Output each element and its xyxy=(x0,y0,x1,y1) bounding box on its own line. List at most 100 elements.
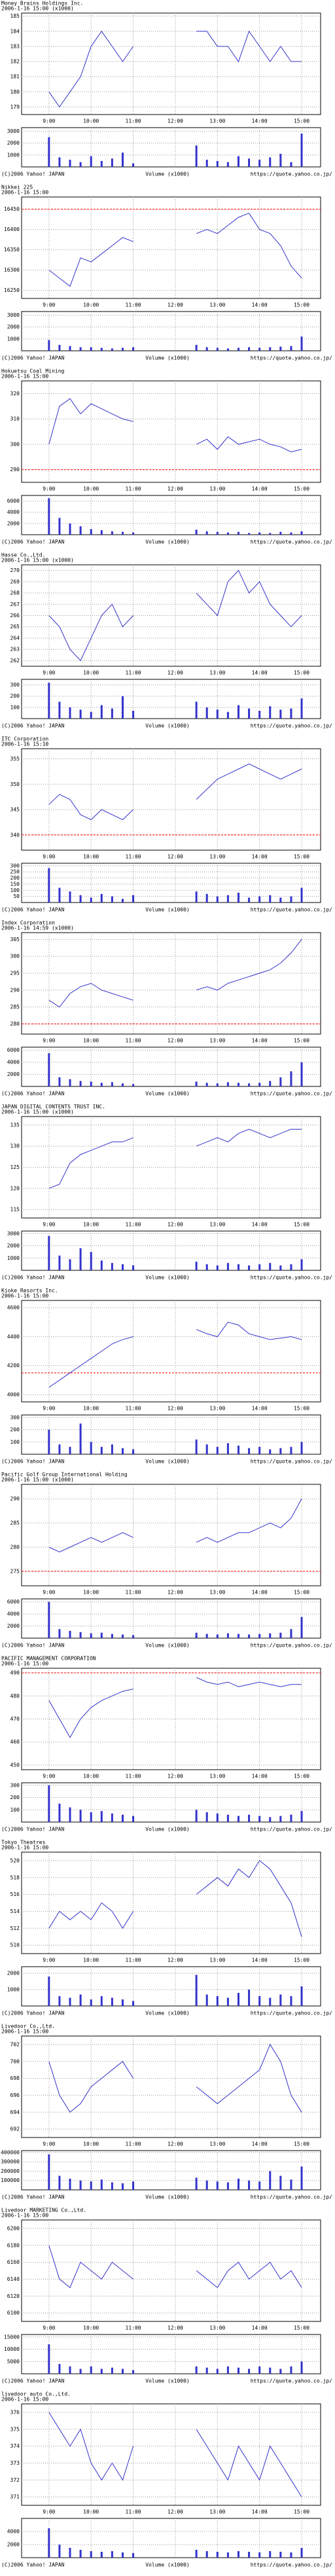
volume-bar xyxy=(258,896,261,903)
volume-bar xyxy=(69,346,71,351)
volume-bar xyxy=(111,896,113,903)
volume-tick-label: 1000 xyxy=(7,152,20,158)
price-line xyxy=(48,398,302,453)
price-line xyxy=(48,213,302,287)
x-tick-label: 10:00 xyxy=(83,1222,99,1228)
volume-bar xyxy=(226,1082,229,1086)
volume-bar xyxy=(58,518,61,535)
volume-bar xyxy=(258,1634,261,1638)
volume-tick-label: 5000 xyxy=(7,2359,20,2365)
volume-bar xyxy=(216,531,219,535)
x-tick-label: 12:00 xyxy=(168,1958,183,1963)
y-tick-label: 16400 xyxy=(4,226,20,232)
price-panel xyxy=(21,748,321,851)
volume-bar xyxy=(290,2366,292,2374)
y-tick-label: 345 xyxy=(10,807,20,813)
volume-bar xyxy=(269,347,272,351)
x-tick-label: 10:00 xyxy=(83,1590,99,1596)
volume-bar xyxy=(195,1261,198,1270)
volume-bar xyxy=(48,1053,50,1086)
x-tick-label: 15:00 xyxy=(294,486,309,492)
y-tick-label: 700 xyxy=(10,2058,20,2064)
volume-bar xyxy=(290,2552,292,2558)
volume-tick-label: 100 xyxy=(10,704,20,710)
x-tick-label: 11:00 xyxy=(126,1222,141,1228)
volume-bar xyxy=(58,1255,61,1270)
y-tick-label: 183 xyxy=(10,43,20,49)
x-tick-label: 14:00 xyxy=(252,1958,268,1963)
volume-bar xyxy=(300,698,303,719)
volume-bar xyxy=(205,2180,208,2190)
x-tick-label: 12:00 xyxy=(168,2141,183,2147)
volume-bar xyxy=(205,531,208,535)
volume-bar xyxy=(48,1429,50,1454)
volume-bar xyxy=(111,531,113,535)
x-tick-label: 12:00 xyxy=(168,854,183,860)
volume-bar xyxy=(48,2154,50,2190)
chart-title: Money Brains Holdings Inc. xyxy=(1,1,83,7)
x-tick-label: 14:00 xyxy=(252,118,268,124)
source: https://quote.yahoo.co.jp/ xyxy=(251,723,332,729)
x-tick-label: 11:00 xyxy=(126,854,141,860)
volume-bar xyxy=(100,1632,103,1638)
chart-title: Pacific Golf Group International Holding xyxy=(1,1472,128,1478)
volume-tick-label: 200 xyxy=(10,1427,20,1433)
volume-bar xyxy=(290,896,292,903)
volume-tick-label: 10000 xyxy=(4,2346,20,2352)
stock-chart: Livedoor Co.,Ltd.2006-1-16 15:00 692 694 69… xyxy=(1,2024,332,2200)
chart-title: Kioke Resorts Inc. xyxy=(1,1288,58,1294)
y-tick-label: 300 xyxy=(10,441,20,447)
volume-bar xyxy=(216,896,219,903)
volume-bar xyxy=(205,893,208,903)
volume-bar xyxy=(90,1999,92,2006)
volume-bar xyxy=(237,893,239,903)
volume-bar xyxy=(79,1632,82,1638)
volume-label: Volume (x1000) xyxy=(145,1643,189,1649)
volume-bar xyxy=(226,162,229,167)
stock-chart: Hasse Co.,Ltd.2006-1-16 15:00 (x1000) 262… xyxy=(1,552,332,729)
x-tick-label: 15:00 xyxy=(294,670,309,676)
copyright: (C)2006 Yahoo! JAPAN xyxy=(1,1827,65,1833)
x-tick-label: 11:00 xyxy=(126,2509,141,2515)
volume-bar xyxy=(132,1449,135,1454)
x-tick-label: 14:00 xyxy=(252,670,268,676)
x-tick-label: 12:00 xyxy=(168,302,183,308)
volume-bar xyxy=(279,2552,282,2558)
volume-bar xyxy=(279,1448,282,1454)
x-tick-label: 12:00 xyxy=(168,1590,183,1596)
x-tick-label: 10:00 xyxy=(83,1038,99,1044)
volume-bar xyxy=(195,2177,198,2190)
volume-bar xyxy=(100,160,103,167)
y-tick-label: 290 xyxy=(10,1496,20,1502)
price-line xyxy=(48,2043,302,2113)
volume-label: Volume (x1000) xyxy=(145,723,189,729)
volume-bar xyxy=(216,2181,219,2190)
volume-bar xyxy=(48,1785,50,1822)
source: https://quote.yahoo.co.jp/ xyxy=(251,1275,332,1281)
volume-bar xyxy=(237,1816,239,1822)
x-tick-label: 9:00 xyxy=(43,854,55,860)
volume-bar xyxy=(100,1446,103,1454)
source: https://quote.yahoo.co.jp/ xyxy=(251,1827,332,1833)
source: https://quote.yahoo.co.jp/ xyxy=(251,2194,332,2200)
volume-bar xyxy=(248,708,251,719)
x-tick-label: 11:00 xyxy=(126,118,141,124)
volume-tick-label: 200 xyxy=(10,693,20,699)
source: https://quote.yahoo.co.jp/ xyxy=(251,1091,332,1097)
volume-bar xyxy=(100,1811,103,1822)
volume-tick-label: 4000 xyxy=(7,1060,20,1065)
x-tick-label: 10:00 xyxy=(83,2141,99,2147)
chart-title: Livedoor MARKETING Co.,Ltd. xyxy=(1,2208,86,2213)
y-tick-label: 510 xyxy=(10,1942,20,1948)
volume-bar xyxy=(111,1262,113,1270)
x-tick-label: 15:00 xyxy=(294,1038,309,1044)
y-tick-label: 280 xyxy=(10,1544,20,1550)
x-tick-label: 11:00 xyxy=(126,1590,141,1596)
x-tick-label: 10:00 xyxy=(83,1958,99,1963)
volume-bar xyxy=(248,2552,251,2558)
volume-bar xyxy=(258,2181,261,2190)
copyright: (C)2006 Yahoo! JAPAN xyxy=(1,2378,65,2384)
copyright: (C)2006 Yahoo! JAPAN xyxy=(1,2562,65,2568)
